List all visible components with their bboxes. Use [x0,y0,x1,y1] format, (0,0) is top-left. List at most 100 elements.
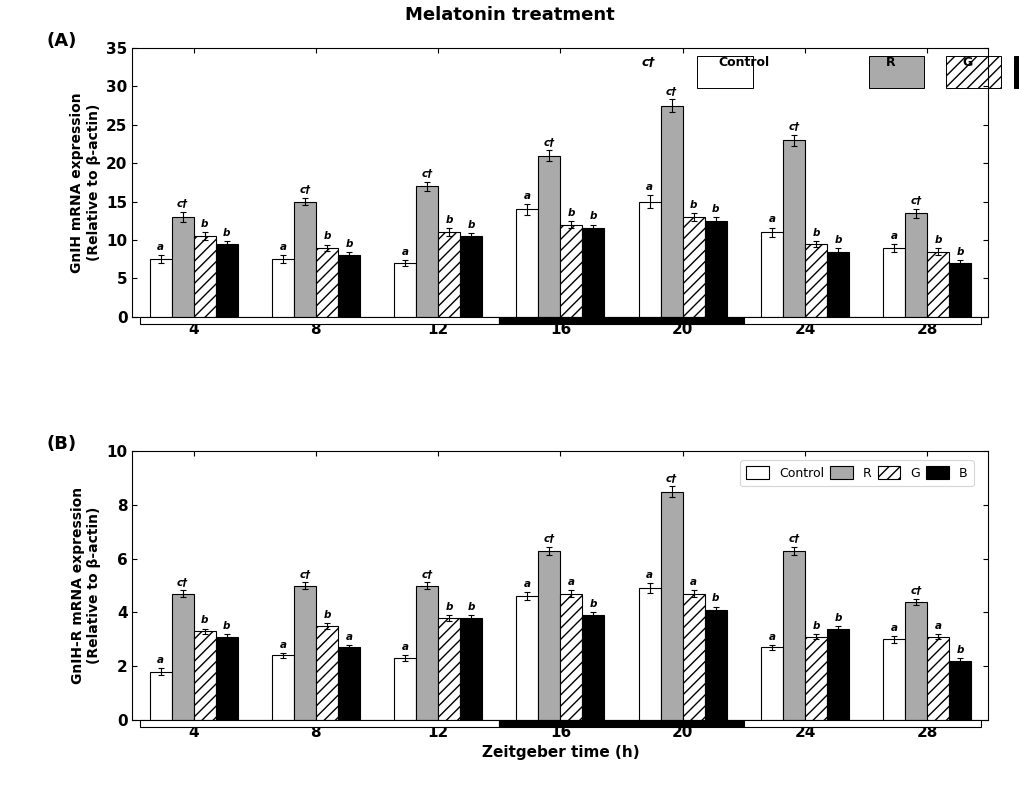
Text: a: a [401,642,409,652]
Text: R: R [886,56,896,69]
Text: a: a [279,242,286,252]
Bar [517,210,538,317]
Bar [338,647,360,720]
Bar [927,637,950,720]
Bar [461,236,482,317]
Text: c†: c† [544,534,555,543]
Bar [394,263,416,317]
Legend: Control, R, G, B: Control, R, G, B [740,460,973,486]
Text: a: a [646,182,653,192]
Bar [905,602,927,720]
Bar [194,236,216,317]
Bar [140,720,499,726]
Bar [560,594,583,720]
Text: b: b [957,246,964,257]
Bar [660,491,683,720]
Bar [272,259,293,317]
Bar [660,106,683,317]
Text: b: b [223,621,230,630]
Bar [1014,56,1019,88]
Bar [783,140,805,317]
Text: b: b [690,200,697,210]
Bar [416,186,438,317]
Text: b: b [445,602,452,612]
Text: c†: c† [177,198,189,208]
Text: a: a [524,579,531,589]
Text: c†: c† [544,137,555,147]
Text: b: b [812,621,819,630]
Text: c†: c† [789,122,800,131]
Text: b: b [323,610,330,620]
Text: c†: c† [300,185,311,194]
Bar [805,244,827,317]
Bar [583,615,604,720]
Text: b: b [201,615,208,626]
Text: a: a [646,570,653,580]
Bar [950,661,971,720]
Text: a: a [568,578,575,587]
Bar [683,594,705,720]
X-axis label: Zeitgeber time (h): Zeitgeber time (h) [482,746,639,761]
Text: c†: c† [911,586,922,595]
Bar [293,202,316,317]
Bar [905,213,927,317]
Text: a: a [768,214,775,225]
Bar [827,251,849,317]
Bar [946,56,1002,88]
Bar [583,229,604,317]
Text: b: b [957,645,964,655]
Text: a: a [934,621,942,630]
Text: b: b [812,227,819,238]
Bar [927,251,950,317]
Text: c†: c† [422,169,433,178]
Bar [171,217,194,317]
Bar [827,629,849,720]
Text: Melatonin treatment: Melatonin treatment [405,6,614,24]
Bar [272,655,293,720]
Bar [705,610,727,720]
Bar [293,586,316,720]
Text: b: b [323,231,330,242]
Bar [416,586,438,720]
Text: c†: c† [422,569,433,579]
Bar [461,618,482,720]
Text: c†: c† [642,56,655,69]
Bar [761,232,783,317]
Text: c†: c† [789,534,800,543]
Text: a: a [279,639,286,650]
Bar [538,155,560,317]
Text: b: b [223,227,230,238]
Bar [883,639,905,720]
Text: b: b [712,204,719,214]
Text: a: a [345,631,353,642]
Bar [805,637,827,720]
Text: a: a [524,190,531,201]
Text: b: b [345,239,353,249]
Bar [499,720,744,726]
Bar [216,637,237,720]
Y-axis label: GnIH mRNA expression
(Relative to β-actin): GnIH mRNA expression (Relative to β-acti… [70,92,101,273]
Text: a: a [891,230,898,241]
Bar [499,317,744,323]
Bar [744,720,981,726]
Y-axis label: GnIH-R mRNA expression
(Relative to β-actin): GnIH-R mRNA expression (Relative to β-ac… [70,487,101,684]
Bar [216,244,237,317]
Text: a: a [690,578,697,587]
Bar [394,658,416,720]
Text: b: b [590,211,597,222]
Bar [639,588,660,720]
Bar [171,594,194,720]
Bar [950,263,971,317]
Bar [338,255,360,317]
Bar [150,672,171,720]
Bar [639,202,660,317]
Bar [194,631,216,720]
Bar [761,647,783,720]
Text: c†: c† [666,86,678,96]
Text: b: b [712,594,719,603]
Bar [140,317,499,323]
Text: b: b [445,215,452,226]
Bar [316,248,338,317]
Text: c†: c† [177,578,189,587]
Bar [560,225,583,317]
